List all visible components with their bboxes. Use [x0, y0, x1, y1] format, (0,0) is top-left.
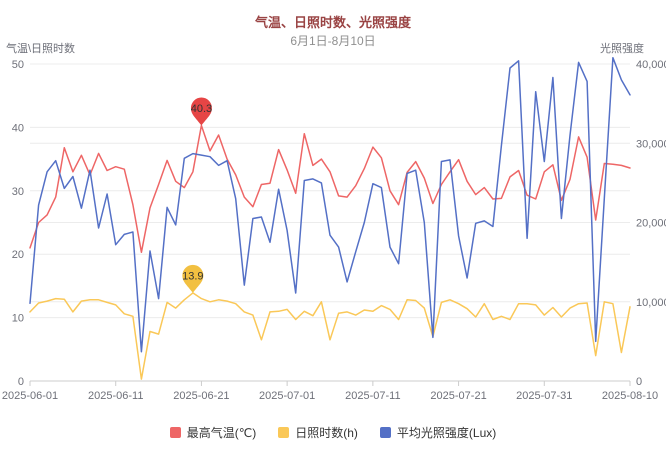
- y-axis-right-label: 20,000: [636, 218, 666, 230]
- legend: 最高气温(℃) 日照时数(h) 平均光照强度(Lux): [0, 424, 666, 441]
- y-axis-right-label: 10,000: [636, 297, 666, 309]
- x-axis-label: 2025-07-21: [430, 390, 486, 402]
- legend-label: 日照时数(h): [295, 426, 358, 440]
- legend-label: 最高气温(℃): [186, 426, 257, 440]
- x-axis-label: 2025-06-11: [88, 390, 143, 402]
- legend-item-lux[interactable]: 平均光照强度(Lux): [379, 424, 497, 441]
- y-axis-left-label: 10: [12, 313, 24, 325]
- y-axis-left-label: 50: [12, 59, 24, 71]
- left-axis-name: 气温\日照时数: [6, 43, 76, 55]
- y-axis-right-label: 30,000: [636, 138, 666, 150]
- legend-label: 平均光照强度(Lux): [396, 426, 497, 440]
- markpoint-max-sunshine[interactable]: 13.9: [182, 264, 204, 293]
- markpoint-label: 40.3: [191, 103, 212, 115]
- chart-subtitle: 6月1日-8月10日: [290, 34, 376, 48]
- y-axis-left-label: 40: [12, 122, 24, 134]
- y-axis-left-label: 0: [18, 376, 24, 388]
- markpoint-pin-icon: [182, 264, 204, 293]
- x-axis-label: 2025-06-21: [173, 390, 229, 402]
- gridlines: [30, 63, 630, 319]
- x-axis-label: 2025-07-31: [516, 390, 572, 402]
- markpoint-label: 13.9: [182, 270, 203, 282]
- x-axis-label: 2025-06-01: [2, 390, 58, 402]
- y-axis-right-label: 0: [636, 376, 642, 388]
- y-axis-right: 0 10,000 20,000 30,000 40,000: [636, 59, 666, 388]
- legend-swatch-icon: [278, 427, 290, 438]
- legend-item-temperature[interactable]: 最高气温(℃): [169, 424, 257, 441]
- x-axis-label: 2025-08-10: [602, 390, 658, 402]
- markpoint-max-temperature[interactable]: 40.3: [190, 97, 212, 126]
- chart-title: 气温、日照时数、光照强度: [254, 15, 411, 30]
- y-axis-left-label: 20: [12, 249, 24, 261]
- y-axis-left: 0 10 20 30 40 50: [12, 59, 24, 388]
- y-axis-right-label: 40,000: [636, 59, 666, 71]
- series-sunshine-line[interactable]: [29, 292, 631, 380]
- legend-swatch-icon: [169, 427, 181, 438]
- x-axis: 2025-06-01 2025-06-11 2025-06-21 2025-07-01…: [2, 380, 658, 402]
- markpoint-pin-icon: [190, 97, 212, 126]
- y-axis-left-label: 30: [12, 186, 24, 198]
- series-lux-line[interactable]: [29, 56, 631, 353]
- x-axis-label: 2025-07-01: [259, 390, 315, 402]
- legend-item-sunshine[interactable]: 日照时数(h): [278, 424, 358, 441]
- legend-swatch-icon: [379, 427, 391, 438]
- right-axis-name: 光照强度: [600, 43, 644, 55]
- x-axis-label: 2025-07-11: [345, 390, 400, 402]
